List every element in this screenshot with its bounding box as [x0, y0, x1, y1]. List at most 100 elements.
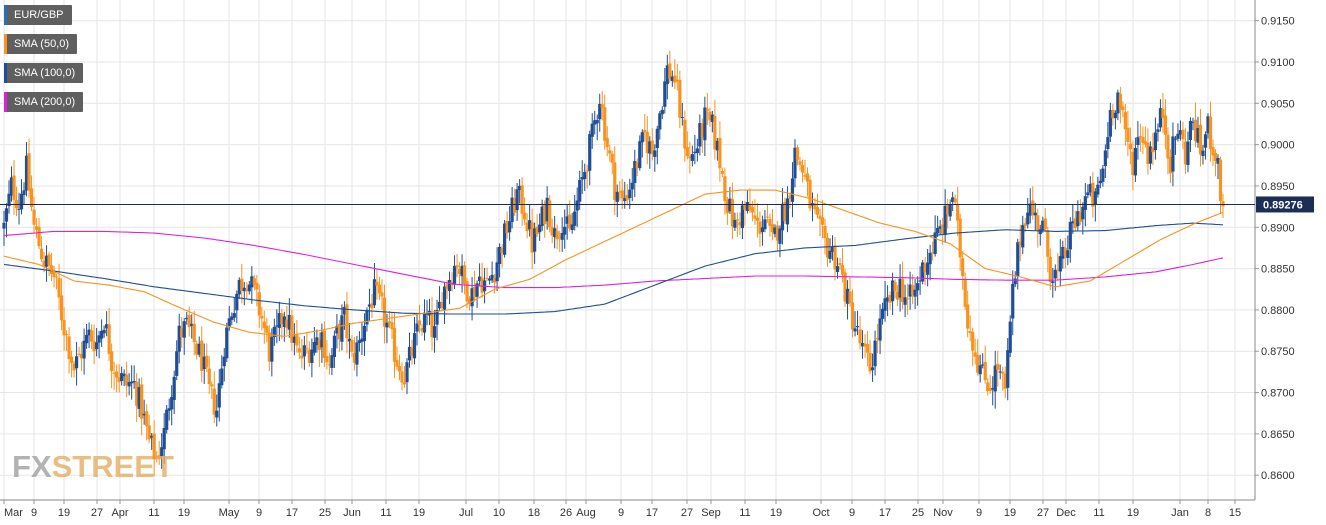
candle-body-bear: [700, 123, 704, 138]
candle-body-bear: [788, 195, 792, 199]
candle-body-bull: [1133, 147, 1137, 176]
candle-body-bull: [1081, 206, 1085, 220]
candle-body-bull: [580, 176, 584, 180]
candle-body-bull: [883, 298, 887, 311]
candle-body-bear: [1146, 142, 1150, 165]
candle-body-bear: [1048, 256, 1052, 283]
sma-200-line: [3, 230, 1224, 289]
candle-body-bear: [838, 263, 842, 265]
candle-body-bear: [39, 248, 44, 260]
candle-body-bull: [1108, 109, 1112, 137]
legend-item-sma50[interactable]: SMA (50,0): [4, 34, 78, 54]
candle-body-bear: [255, 282, 259, 290]
candle-body-bear: [252, 278, 256, 285]
candle-body-bear: [850, 302, 855, 330]
x-tick-label: 17: [286, 507, 298, 519]
candle-body-bull: [4, 208, 9, 222]
candle-body-bull: [695, 148, 699, 154]
candle-body-bull: [22, 190, 26, 195]
fxstreet-logo: FXSTREET: [12, 449, 174, 485]
candle-body-bear: [895, 291, 900, 300]
candle-body-bull: [1068, 221, 1072, 250]
candle-body-bear: [57, 278, 61, 298]
candle-body-bear: [1118, 93, 1122, 110]
candle-body-bull: [127, 382, 131, 387]
candle-body-bull: [170, 396, 174, 410]
candle-body-bear: [815, 207, 820, 215]
candle-body-bull: [460, 265, 464, 277]
legend-swatch-icon: [4, 5, 7, 25]
candle-body-bull: [24, 155, 29, 191]
candle-body-bear: [901, 278, 905, 302]
legend-item-pair[interactable]: EUR/GBP: [4, 5, 72, 25]
candle-body-bear: [1111, 109, 1115, 119]
legend-item-sma200[interactable]: SMA (200,0): [4, 92, 84, 112]
x-tick-label: Jun: [343, 507, 361, 519]
candle-body-bull: [302, 345, 306, 357]
candle-body-bear: [350, 340, 354, 352]
candle-body-bull: [680, 117, 684, 119]
candle-body-bear: [558, 236, 562, 238]
candle-body-bear: [996, 363, 1000, 371]
candle-body-bull: [95, 342, 99, 350]
candle-body-bull: [1086, 192, 1090, 196]
x-tick-label: 25: [912, 507, 924, 519]
candle-body-bull: [1103, 150, 1107, 166]
x-tick-label: 17: [646, 507, 658, 519]
candle-body-bear: [738, 222, 742, 226]
candle-body-bear: [337, 323, 342, 340]
candle-body-bear: [1168, 156, 1173, 174]
candle-body-bear: [750, 207, 755, 213]
candle-body-bear: [603, 107, 607, 141]
candle-body-bear: [1126, 127, 1130, 143]
candle-body-bull: [225, 327, 229, 359]
candle-body-bear: [52, 271, 56, 278]
candle-body-bull: [998, 371, 1002, 373]
candle-body-bull: [422, 312, 427, 333]
legend-item-sma100[interactable]: SMA (100,0): [4, 63, 84, 83]
candle-body-bear: [375, 281, 379, 286]
candle-body-bear: [833, 245, 837, 270]
sma-100-line: [3, 222, 1224, 315]
candle-body-bull: [1106, 137, 1110, 149]
candle-body-bull: [250, 276, 254, 288]
candle-body-bear: [783, 201, 787, 222]
candle-body-bull: [217, 383, 221, 408]
legend-swatch-icon: [4, 63, 7, 83]
candle-body-bull: [648, 141, 652, 154]
candle-body-bull: [315, 337, 319, 346]
candle-body-bear: [467, 298, 472, 304]
legend-label: EUR/GBP: [14, 9, 64, 21]
candle-body-bull: [1008, 321, 1012, 353]
candle-body-bull: [1071, 221, 1075, 224]
candle-body-bull: [87, 329, 91, 336]
candle-body-bear: [1128, 143, 1132, 150]
candle-body-bull: [638, 141, 642, 169]
candle-body-bear: [472, 286, 477, 298]
candle-body-bear: [1043, 218, 1047, 230]
candle-body-bull: [442, 286, 447, 310]
candle-body-bear: [818, 215, 822, 219]
candle-body-bull: [773, 227, 777, 235]
candle-body-bull: [890, 280, 895, 302]
candle-body-bear: [713, 115, 717, 150]
candle-body-bear: [1213, 152, 1218, 162]
legend-swatch-icon: [4, 92, 7, 112]
candle-body-bull: [185, 317, 189, 320]
candle-body-bear: [140, 384, 144, 419]
candle-body-bear: [47, 254, 51, 266]
candle-body-bear: [37, 226, 41, 247]
candle-body-bull: [130, 381, 134, 384]
candle-body-bull: [860, 343, 865, 347]
candle-body-bear: [906, 298, 910, 300]
candle-body-bear: [155, 456, 159, 458]
candle-body-bull: [828, 250, 832, 259]
candle-body-bear: [1001, 371, 1005, 374]
candle-body-bear: [32, 209, 36, 225]
candle-body-bear: [1078, 212, 1082, 222]
candle-body-bear: [1138, 136, 1142, 138]
candle-body-bull: [1156, 129, 1160, 132]
candle-body-bear: [457, 268, 462, 274]
